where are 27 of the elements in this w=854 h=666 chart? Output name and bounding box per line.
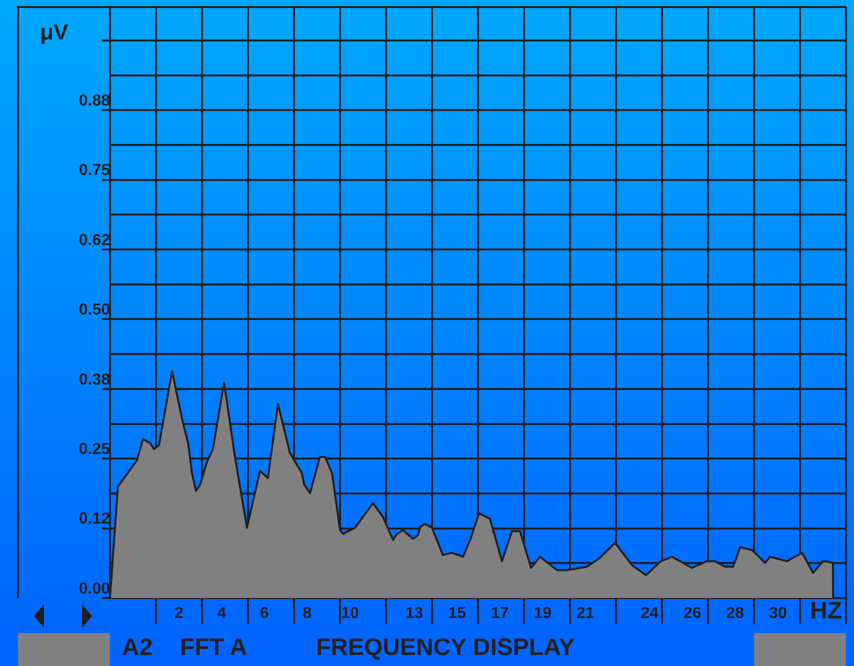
y-tick-label: 0.38 — [78, 371, 110, 388]
x-tick-label: 19 — [534, 605, 552, 622]
y-tick-label: 0.00 — [78, 580, 110, 598]
x-tick-label: 13 — [405, 605, 424, 622]
x-tick-label: 8 — [302, 605, 312, 622]
x-tick-label: 15 — [448, 605, 466, 622]
text: A2 — [122, 633, 153, 663]
x-tick-label: 24 — [640, 605, 659, 622]
y-axis-title: μV — [40, 20, 68, 45]
x-tick-label: 28 — [726, 605, 744, 622]
x-tick-label: 26 — [683, 605, 702, 622]
y-tick-label: 0.62 — [78, 232, 110, 249]
text: FREQUENCY DISPLAY — [316, 633, 575, 663]
x-tick-label: 6 — [260, 605, 270, 622]
x-tick-label: 30 — [769, 605, 787, 622]
x-tick-label: 2 — [174, 605, 184, 622]
x-tick-label: 21 — [576, 605, 594, 622]
y-tick-label: 0.75 — [78, 162, 110, 180]
text: FFT A — [180, 633, 248, 663]
x-tick-label: 17 — [490, 605, 509, 622]
x-axis-title: HZ — [810, 598, 842, 625]
y-tick-label: 0.50 — [78, 302, 110, 319]
y-tick-label: 0.12 — [78, 510, 110, 528]
x-tick-label: 10 — [341, 605, 360, 622]
y-tick-label: 0.25 — [78, 441, 110, 458]
x-tick-label: 4 — [217, 605, 226, 622]
y-tick-label: 0.88 — [78, 92, 110, 110]
